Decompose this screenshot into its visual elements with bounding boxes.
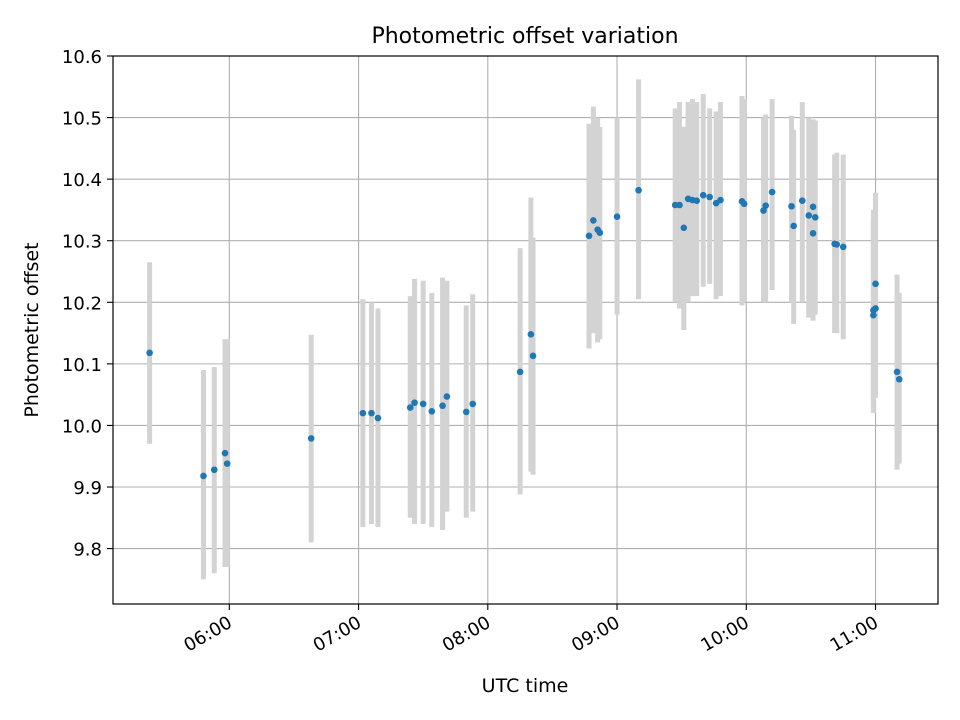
data-point	[788, 202, 795, 210]
data-point	[893, 368, 901, 376]
data-point	[146, 349, 153, 357]
data-point	[870, 311, 877, 319]
data-point	[411, 399, 418, 406]
data-point	[699, 191, 707, 199]
data-point	[443, 393, 451, 400]
data-point	[590, 217, 597, 224]
y-tick-label: 10.3	[62, 232, 102, 253]
data-point	[374, 414, 382, 422]
data-point	[527, 331, 535, 338]
y-tick-label: 10.4	[62, 170, 102, 191]
data-points	[146, 186, 903, 480]
plot-frame	[112, 55, 939, 605]
data-point	[359, 409, 367, 417]
data-point	[596, 229, 604, 237]
data-point	[811, 214, 819, 221]
data-point	[307, 435, 315, 442]
data-point	[872, 305, 879, 312]
x-axis-label: UTC time	[482, 675, 569, 697]
y-tick-label: 10.1	[62, 355, 102, 376]
data-point	[809, 230, 817, 237]
data-point	[676, 201, 683, 209]
data-point	[428, 407, 436, 415]
data-point	[529, 352, 537, 360]
data-point	[790, 222, 797, 230]
y-axis-label: Photometric offset	[21, 242, 43, 417]
data-point	[419, 400, 427, 408]
data-point	[200, 472, 207, 480]
data-point	[223, 460, 231, 467]
data-point	[895, 375, 903, 383]
y-tick-label: 10.6	[62, 47, 102, 68]
y-axis-ticks: 9.8 9.9 10.0 10.1 10.2 10.3 10.4 10.5 10.6	[62, 47, 113, 561]
data-point	[762, 202, 769, 209]
data-point	[368, 409, 375, 417]
data-point	[462, 408, 470, 416]
data-point	[439, 402, 446, 410]
data-point	[406, 404, 414, 411]
data-point	[706, 193, 713, 201]
y-tick-label: 10.5	[62, 109, 102, 130]
data-point	[839, 243, 847, 251]
data-point	[798, 197, 806, 204]
y-tick-label: 10.0	[62, 416, 102, 437]
data-point	[221, 449, 229, 457]
data-point	[635, 186, 642, 194]
data-point	[760, 207, 767, 214]
data-point	[805, 212, 813, 219]
data-point	[717, 196, 724, 204]
y-tick-label: 10.2	[62, 293, 102, 314]
data-point	[585, 232, 593, 240]
data-point	[872, 280, 879, 288]
data-point	[693, 197, 701, 204]
data-point	[740, 200, 748, 208]
chart-title: Photometric offset variation	[371, 24, 678, 49]
data-point	[833, 241, 841, 248]
data-point	[516, 368, 524, 376]
data-point	[809, 203, 817, 211]
data-point	[613, 213, 621, 221]
data-point	[210, 466, 218, 474]
y-tick-label: 9.8	[73, 540, 102, 561]
data-point	[680, 224, 688, 232]
data-point	[768, 188, 776, 196]
data-point	[469, 400, 477, 408]
y-tick-label: 9.9	[73, 478, 102, 499]
